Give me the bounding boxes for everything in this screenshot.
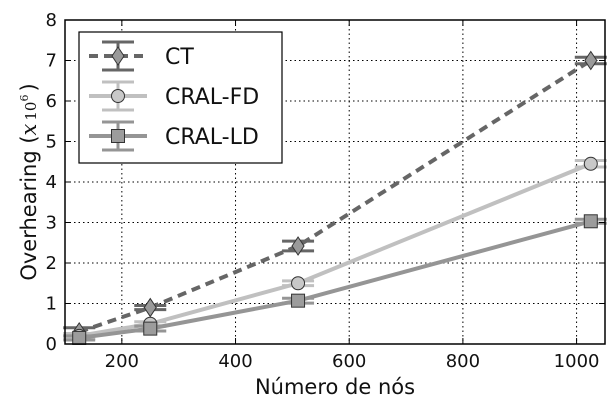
data-point-cral-ld xyxy=(143,321,158,336)
y-tick-label: 5 xyxy=(46,132,57,153)
x-tick-label: 600 xyxy=(332,351,366,372)
series-line-cral-fd xyxy=(78,161,592,338)
ticks-layer: 200 400 600 800 1000 0 1 2 3 4 5 6 7 8 xyxy=(46,10,605,372)
legend-entry-cral-fd: CRAL-FD xyxy=(89,80,259,112)
data-point-cral-fd xyxy=(583,156,598,171)
series-line-cral-ld xyxy=(78,219,592,340)
data-point-cral-ld xyxy=(291,293,306,308)
y-tick-label: 7 xyxy=(46,51,57,72)
data-point-cral-ld xyxy=(72,330,87,345)
y-tick-label: 1 xyxy=(46,294,57,315)
y-axis-label-close: ) xyxy=(17,83,41,91)
x-tick-label: 800 xyxy=(446,351,480,372)
legend-label-cral-ld: CRAL-LD xyxy=(165,125,259,150)
y-axis-label-main: Overhearing ( xyxy=(17,135,41,280)
data-point-cral-ld xyxy=(583,214,598,229)
y-tick-label: 6 xyxy=(46,91,57,112)
legend-label-cral-fd: CRAL-FD xyxy=(165,85,259,110)
legend: CT CRAL-FD CRAL-LD xyxy=(78,31,283,164)
data-point-ct xyxy=(584,50,598,71)
y-tick-label: 2 xyxy=(46,253,57,274)
x-axis-label: Número de nós xyxy=(255,375,415,399)
data-point-ct xyxy=(291,236,305,256)
legend-label-ct: CT xyxy=(165,45,194,70)
series-cral-fd xyxy=(63,156,607,343)
y-axis-label-base: 10 xyxy=(22,102,40,121)
y-tick-label: 4 xyxy=(46,172,57,193)
data-point-cral-fd xyxy=(291,276,306,291)
legend-entries: CT CRAL-FD CRAL-LD xyxy=(89,40,259,152)
series-layer xyxy=(63,50,607,345)
y-tick-label: 0 xyxy=(46,334,57,355)
legend-entry-cral-ld: CRAL-LD xyxy=(89,120,259,152)
legend-marker-cral-ld xyxy=(111,129,125,143)
data-point-ct xyxy=(143,297,157,318)
y-axis-label-exp: 6 xyxy=(18,95,31,102)
x-tick-label: 400 xyxy=(218,351,252,372)
y-axis-label-var: x xyxy=(17,123,41,135)
series-cral-ld xyxy=(63,214,607,345)
plot-frame xyxy=(64,19,606,345)
y-tick-label: 3 xyxy=(46,213,57,234)
legend-marker-ct xyxy=(111,46,125,66)
legend-marker-cral-fd xyxy=(111,89,125,103)
x-tick-label: 200 xyxy=(105,351,139,372)
y-tick-label: 8 xyxy=(46,10,57,31)
x-tick-label: 1000 xyxy=(554,351,600,372)
series-line-ct xyxy=(78,58,592,334)
legend-entry-ct: CT xyxy=(89,40,194,72)
y-axis-label: Overhearing (x 106) xyxy=(17,83,41,280)
